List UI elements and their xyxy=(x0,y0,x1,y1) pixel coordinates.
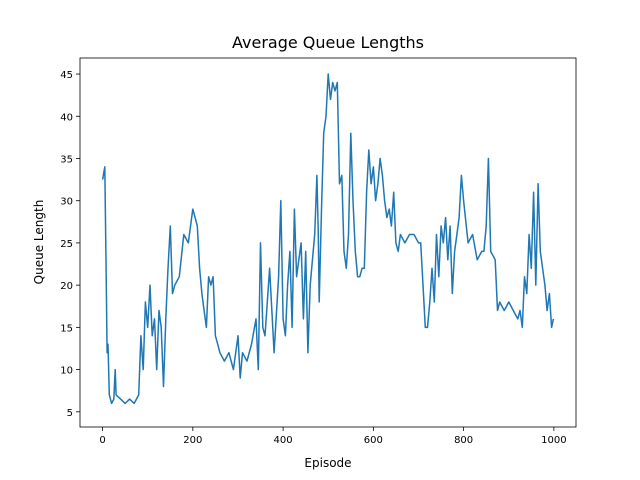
y-tick-label: 20 xyxy=(60,281,73,292)
y-tick-label: 5 xyxy=(67,408,73,419)
x-axis-label: Episode xyxy=(304,456,351,470)
x-tick-label: 200 xyxy=(183,435,202,446)
line-series xyxy=(101,73,555,405)
y-tick-label: 10 xyxy=(60,366,73,377)
y-tick-label: 30 xyxy=(60,197,73,208)
y-tick-label: 35 xyxy=(60,154,73,165)
plot-frame xyxy=(79,57,577,428)
y-tick-label: 45 xyxy=(60,70,73,81)
x-tick-label: 800 xyxy=(454,435,473,446)
y-tick-label: 25 xyxy=(60,239,73,250)
x-tick-label: 400 xyxy=(274,435,293,446)
x-tick-label: 600 xyxy=(364,435,383,446)
y-tick-label: 15 xyxy=(60,323,73,334)
x-tick-label: 1000 xyxy=(541,435,566,446)
y-axis-label: Queue Length xyxy=(32,200,46,285)
x-tick-label: 0 xyxy=(99,435,105,446)
chart-title: Average Queue Lengths xyxy=(232,33,424,52)
y-tick-label: 40 xyxy=(60,112,73,123)
